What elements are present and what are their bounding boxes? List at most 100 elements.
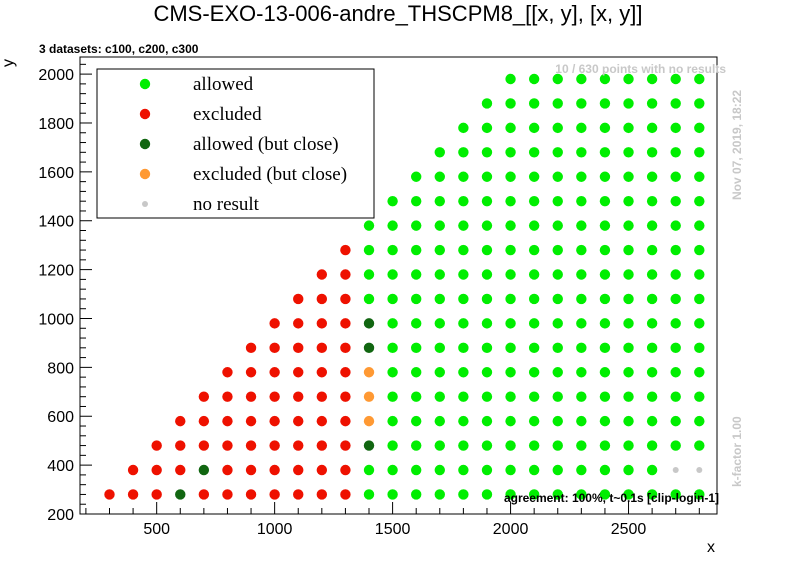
data-point-excluded <box>151 464 162 476</box>
data-point-allowed <box>458 293 469 305</box>
data-point-allowed <box>646 415 658 427</box>
data-point-allowed <box>387 415 398 427</box>
data-point-allowed <box>646 342 658 354</box>
data-point-allowed <box>623 220 634 231</box>
data-point-allowed <box>481 195 493 207</box>
x-axis-label: x <box>707 539 715 556</box>
x-tick-label: 500 <box>143 521 170 538</box>
data-point-allowed <box>552 391 563 402</box>
data-point-allowed <box>623 440 634 451</box>
data-point-allowed <box>646 98 658 109</box>
data-point-excluded <box>340 269 351 280</box>
data-point-allowed <box>505 293 516 305</box>
data-point-allowed <box>623 244 634 256</box>
data-point-allowed <box>528 98 540 109</box>
data-point-allowed <box>552 342 563 354</box>
data-point-allowed <box>434 464 445 476</box>
data-point-allowed <box>552 147 563 158</box>
data-point-excluded-but-close <box>363 367 375 378</box>
plot-area: 500 1000 1500 2000 2500 200 400 600 800 1000 1200 1… <box>38 56 718 538</box>
data-point-allowed <box>599 318 611 329</box>
data-point-allowed <box>363 464 375 476</box>
data-point-allowed <box>576 293 587 305</box>
data-point-excluded <box>127 464 139 476</box>
data-point-allowed <box>623 73 634 85</box>
data-point-allowed <box>458 367 469 378</box>
data-point-allowed <box>481 293 493 305</box>
legend: allowed excluded allowed (but close) exclud… <box>96 68 375 219</box>
data-point-allowed <box>670 367 681 378</box>
data-point-excluded <box>316 293 328 305</box>
data-point-allowed <box>552 367 563 378</box>
data-point-allowed <box>623 464 634 476</box>
data-point-allowed <box>434 171 445 182</box>
data-point-allowed <box>576 195 587 207</box>
data-point-allowed <box>576 415 587 427</box>
data-point-allowed <box>646 464 658 476</box>
data-point-excluded <box>175 464 186 476</box>
data-point-allowed <box>458 244 469 256</box>
y-tick-label: 800 <box>47 360 74 377</box>
data-point-allowed <box>646 220 658 231</box>
data-point-allowed <box>363 293 375 305</box>
data-point-allowed <box>505 367 516 378</box>
data-point-allowed <box>481 464 493 476</box>
data-point-allowed <box>363 244 375 256</box>
data-point-allowed <box>694 391 705 402</box>
data-point-allowed <box>552 171 563 182</box>
data-point-excluded <box>222 415 233 427</box>
data-point-allowed <box>599 122 611 134</box>
data-point-excluded <box>222 464 233 476</box>
data-point-allowed <box>528 391 540 402</box>
y-tick-label: 1400 <box>38 214 74 231</box>
data-point-allowed <box>694 147 705 158</box>
data-point-excluded <box>245 367 257 378</box>
data-point-excluded <box>340 464 351 476</box>
data-point-excluded <box>269 367 280 378</box>
data-point-excluded <box>316 391 328 402</box>
data-point-excluded <box>340 244 351 256</box>
data-point-allowed <box>670 98 681 109</box>
data-point-allowed-but-close <box>198 464 210 476</box>
data-point-allowed <box>410 171 422 182</box>
data-point-allowed <box>458 489 469 500</box>
data-point-allowed <box>576 244 587 256</box>
data-point-allowed <box>481 367 493 378</box>
data-point-allowed <box>646 318 658 329</box>
data-point-allowed <box>576 220 587 231</box>
data-point-allowed <box>694 195 705 207</box>
data-point-allowed <box>410 195 422 207</box>
data-point-allowed <box>505 122 516 134</box>
data-point-allowed <box>410 244 422 256</box>
data-point-excluded <box>293 464 304 476</box>
data-point-allowed <box>434 244 445 256</box>
data-point-allowed <box>458 195 469 207</box>
timestamp-label: Nov 07, 2019, 18:22 <box>730 90 744 200</box>
data-point-allowed <box>387 244 398 256</box>
data-point-allowed-but-close <box>175 489 186 500</box>
data-point-allowed <box>646 293 658 305</box>
data-point-allowed <box>599 220 611 231</box>
data-point-allowed <box>528 367 540 378</box>
data-point-allowed <box>410 318 422 329</box>
data-point-allowed <box>528 489 540 500</box>
data-point-allowed <box>646 147 658 158</box>
data-point-allowed-but-close <box>363 318 375 329</box>
data-point-allowed <box>505 195 516 207</box>
data-point-allowed <box>670 269 681 280</box>
data-point-allowed <box>458 415 469 427</box>
data-point-allowed <box>670 293 681 305</box>
data-point-allowed <box>528 122 540 134</box>
data-point-allowed <box>434 367 445 378</box>
data-point-allowed <box>670 415 681 427</box>
data-point-allowed <box>528 269 540 280</box>
data-point-allowed <box>434 342 445 354</box>
data-point-excluded <box>269 342 280 354</box>
data-point-allowed <box>576 269 587 280</box>
chart-subtitle: 3 datasets: c100, c200, c300 <box>39 42 199 56</box>
data-point-no-result <box>696 467 703 474</box>
x-tick-label: 2500 <box>611 521 647 538</box>
data-point-excluded <box>293 293 304 305</box>
data-point-allowed <box>528 195 540 207</box>
